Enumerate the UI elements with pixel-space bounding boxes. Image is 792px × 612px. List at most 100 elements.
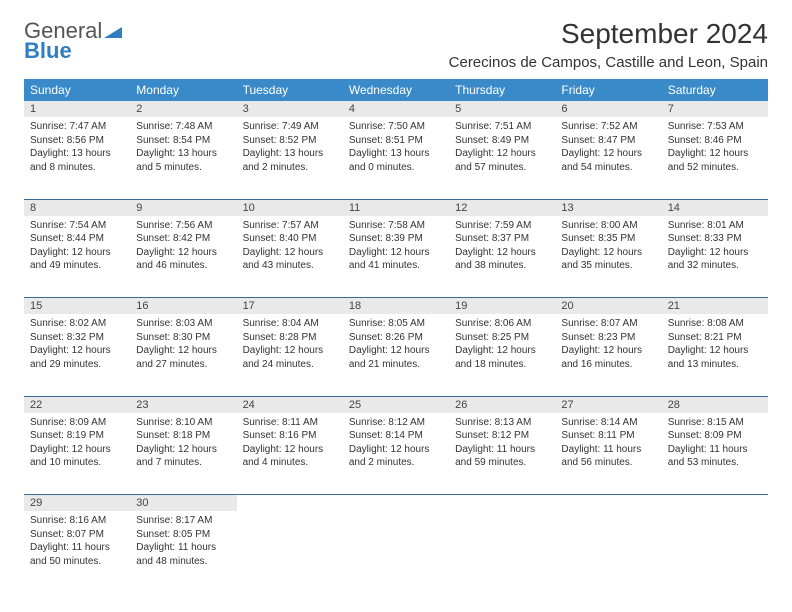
detail-line: Sunrise: 7:47 AM (30, 120, 124, 134)
detail-line: Daylight: 12 hours (349, 246, 443, 260)
day-cell: Sunrise: 8:06 AMSunset: 8:25 PMDaylight:… (449, 314, 555, 396)
day-cell: Sunrise: 8:10 AMSunset: 8:18 PMDaylight:… (130, 413, 236, 495)
day-number-cell (237, 495, 343, 512)
location-label: Cerecinos de Campos, Castille and Leon, … (449, 54, 768, 71)
day-number-cell: 14 (662, 199, 768, 216)
daynum-row: 15161718192021 (24, 298, 768, 315)
detail-line: Daylight: 12 hours (243, 246, 337, 260)
page-header: General Blue September 2024 Cerecinos de… (24, 18, 768, 71)
detail-line: Sunset: 8:47 PM (561, 134, 655, 148)
detail-line: Sunset: 8:52 PM (243, 134, 337, 148)
week-row: Sunrise: 8:16 AMSunset: 8:07 PMDaylight:… (24, 511, 768, 593)
detail-line: Daylight: 13 hours (30, 147, 124, 161)
day-number-cell: 7 (662, 101, 768, 117)
detail-line: Daylight: 13 hours (349, 147, 443, 161)
detail-line: Sunset: 8:54 PM (136, 134, 230, 148)
detail-line: Sunset: 8:28 PM (243, 331, 337, 345)
title-block: September 2024 Cerecinos de Campos, Cast… (449, 18, 768, 71)
detail-line: Sunset: 8:46 PM (668, 134, 762, 148)
day-details: Sunrise: 8:01 AMSunset: 8:33 PMDaylight:… (662, 216, 768, 279)
day-details: Sunrise: 7:48 AMSunset: 8:54 PMDaylight:… (130, 117, 236, 180)
detail-line: Sunrise: 7:53 AM (668, 120, 762, 134)
day-details: Sunrise: 8:10 AMSunset: 8:18 PMDaylight:… (130, 413, 236, 476)
detail-line: Sunrise: 8:05 AM (349, 317, 443, 331)
day-number-cell: 29 (24, 495, 130, 512)
weekday-header: Sunday (24, 79, 130, 101)
detail-line: Daylight: 12 hours (668, 246, 762, 260)
detail-line: Sunrise: 8:13 AM (455, 416, 549, 430)
detail-line: Sunrise: 7:51 AM (455, 120, 549, 134)
detail-line: Daylight: 12 hours (349, 443, 443, 457)
weekday-header: Friday (555, 79, 661, 101)
daynum-row: 891011121314 (24, 199, 768, 216)
day-cell (555, 511, 661, 593)
day-cell: Sunrise: 8:02 AMSunset: 8:32 PMDaylight:… (24, 314, 130, 396)
day-details: Sunrise: 8:11 AMSunset: 8:16 PMDaylight:… (237, 413, 343, 476)
day-cell (662, 511, 768, 593)
day-details: Sunrise: 7:53 AMSunset: 8:46 PMDaylight:… (662, 117, 768, 180)
day-number-cell: 17 (237, 298, 343, 315)
day-number-cell (662, 495, 768, 512)
detail-line: Sunset: 8:37 PM (455, 232, 549, 246)
weekday-header: Thursday (449, 79, 555, 101)
detail-line: Sunrise: 8:15 AM (668, 416, 762, 430)
day-details: Sunrise: 7:47 AMSunset: 8:56 PMDaylight:… (24, 117, 130, 180)
day-number-cell: 10 (237, 199, 343, 216)
daynum-row: 2930 (24, 495, 768, 512)
detail-line: Sunset: 8:33 PM (668, 232, 762, 246)
detail-line: and 52 minutes. (668, 161, 762, 175)
calendar-table: Sunday Monday Tuesday Wednesday Thursday… (24, 79, 768, 593)
detail-line: and 8 minutes. (30, 161, 124, 175)
detail-line: Daylight: 11 hours (136, 541, 230, 555)
week-row: Sunrise: 8:02 AMSunset: 8:32 PMDaylight:… (24, 314, 768, 396)
detail-line: and 53 minutes. (668, 456, 762, 470)
detail-line: Daylight: 12 hours (455, 246, 549, 260)
day-cell: Sunrise: 7:49 AMSunset: 8:52 PMDaylight:… (237, 117, 343, 199)
detail-line: Sunrise: 8:04 AM (243, 317, 337, 331)
detail-line: Daylight: 12 hours (136, 344, 230, 358)
day-cell: Sunrise: 8:05 AMSunset: 8:26 PMDaylight:… (343, 314, 449, 396)
detail-line: and 0 minutes. (349, 161, 443, 175)
detail-line: and 41 minutes. (349, 259, 443, 273)
detail-line: Sunrise: 8:02 AM (30, 317, 124, 331)
brand-text: General Blue (24, 18, 122, 61)
detail-line: Sunset: 8:49 PM (455, 134, 549, 148)
day-cell: Sunrise: 8:00 AMSunset: 8:35 PMDaylight:… (555, 216, 661, 298)
daynum-row: 1234567 (24, 101, 768, 117)
detail-line: Sunset: 8:51 PM (349, 134, 443, 148)
day-cell: Sunrise: 8:01 AMSunset: 8:33 PMDaylight:… (662, 216, 768, 298)
weekday-header: Monday (130, 79, 236, 101)
detail-line: Sunrise: 8:00 AM (561, 219, 655, 233)
day-details: Sunrise: 7:57 AMSunset: 8:40 PMDaylight:… (237, 216, 343, 279)
detail-line: and 54 minutes. (561, 161, 655, 175)
day-cell: Sunrise: 7:47 AMSunset: 8:56 PMDaylight:… (24, 117, 130, 199)
detail-line: Sunset: 8:23 PM (561, 331, 655, 345)
day-number-cell: 22 (24, 396, 130, 413)
day-cell: Sunrise: 7:57 AMSunset: 8:40 PMDaylight:… (237, 216, 343, 298)
day-details: Sunrise: 8:06 AMSunset: 8:25 PMDaylight:… (449, 314, 555, 377)
detail-line: Sunrise: 7:59 AM (455, 219, 549, 233)
day-cell (449, 511, 555, 593)
detail-line: Daylight: 12 hours (668, 344, 762, 358)
day-number-cell: 15 (24, 298, 130, 315)
detail-line: and 10 minutes. (30, 456, 124, 470)
day-number-cell: 9 (130, 199, 236, 216)
detail-line: Daylight: 13 hours (243, 147, 337, 161)
detail-line: Daylight: 12 hours (30, 246, 124, 260)
detail-line: and 16 minutes. (561, 358, 655, 372)
detail-line: and 4 minutes. (243, 456, 337, 470)
detail-line: Sunrise: 8:09 AM (30, 416, 124, 430)
day-number-cell: 23 (130, 396, 236, 413)
weekday-header: Saturday (662, 79, 768, 101)
detail-line: and 48 minutes. (136, 555, 230, 569)
day-details: Sunrise: 7:54 AMSunset: 8:44 PMDaylight:… (24, 216, 130, 279)
day-number-cell: 12 (449, 199, 555, 216)
day-number-cell: 24 (237, 396, 343, 413)
brand-part2: Blue (24, 38, 72, 63)
detail-line: Sunrise: 8:14 AM (561, 416, 655, 430)
detail-line: Sunrise: 8:01 AM (668, 219, 762, 233)
day-number-cell: 3 (237, 101, 343, 117)
day-number-cell: 4 (343, 101, 449, 117)
detail-line: Sunrise: 8:10 AM (136, 416, 230, 430)
detail-line: and 32 minutes. (668, 259, 762, 273)
